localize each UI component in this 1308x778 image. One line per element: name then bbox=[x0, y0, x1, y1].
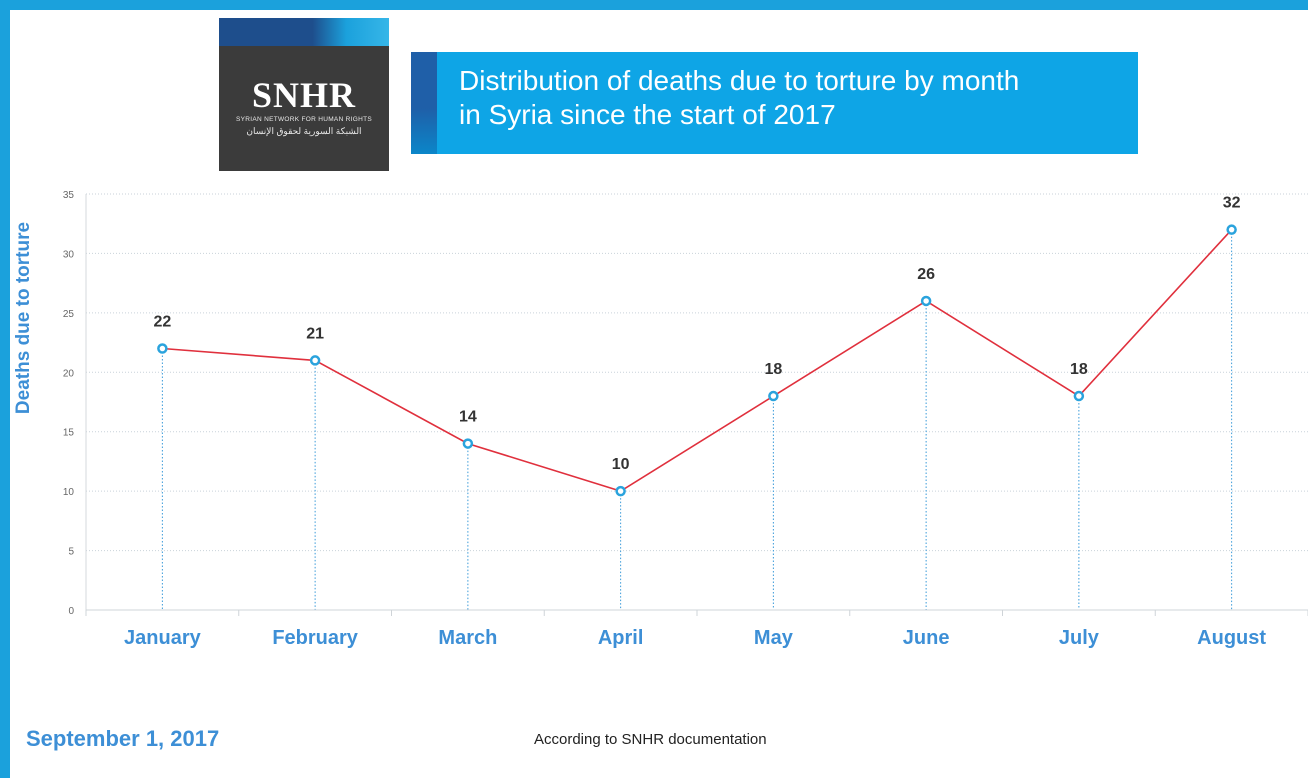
grid-layer bbox=[86, 193, 1308, 552]
y-tick-label: 20 bbox=[63, 368, 75, 379]
data-label: 18 bbox=[764, 361, 782, 378]
logo-subtitle-ar: الشبكة السورية لحقوق الإنسان bbox=[246, 126, 362, 136]
data-label: 22 bbox=[153, 314, 171, 331]
y-tick-label: 10 bbox=[63, 487, 75, 498]
data-label: 21 bbox=[306, 325, 324, 342]
logo-wordmark: SNHR bbox=[251, 75, 357, 115]
data-point bbox=[768, 390, 779, 402]
x-tick-label: June bbox=[903, 627, 950, 649]
logo-subtitle-en: SYRIAN NETWORK FOR HUMAN RIGHTS bbox=[235, 116, 373, 123]
snhr-logo: SNHR SYRIAN NETWORK FOR HUMAN RIGHTS الش… bbox=[219, 18, 389, 171]
y-tick-label: 5 bbox=[68, 547, 74, 558]
chart-title-line-1: Distribution of deaths due to torture by… bbox=[459, 65, 1020, 96]
data-label: 32 bbox=[1223, 195, 1241, 212]
y-tick-label: 30 bbox=[63, 249, 75, 260]
data-point bbox=[1073, 390, 1085, 402]
logo-stripe bbox=[219, 18, 389, 46]
data-labels-layer: 22 21 14 10 18 26 18 32 bbox=[153, 195, 1240, 473]
data-label: 14 bbox=[459, 409, 477, 426]
series-line bbox=[162, 229, 1233, 493]
x-tick-label: August bbox=[1197, 627, 1266, 649]
title-banner: Distribution of deaths due to torture by… bbox=[411, 52, 1138, 154]
drop-lines-layer bbox=[161, 229, 1233, 610]
data-point bbox=[462, 438, 474, 449]
data-label: 18 bbox=[1070, 361, 1088, 378]
data-label: 10 bbox=[612, 456, 630, 473]
data-point bbox=[615, 485, 626, 497]
y-tick-label: 25 bbox=[63, 309, 75, 320]
y-tick-label: 35 bbox=[63, 190, 75, 201]
y-tick-label: 0 bbox=[68, 606, 74, 617]
x-tick-label: January bbox=[124, 627, 202, 649]
data-point bbox=[309, 355, 321, 366]
data-point bbox=[157, 343, 168, 354]
series-layer bbox=[157, 224, 1237, 497]
chart-title: Distribution of deaths due to torture by… bbox=[459, 64, 1119, 132]
axis-layer: 0 5 10 15 20 25 30 35 January February March April M… bbox=[63, 190, 1308, 649]
x-tick-label: July bbox=[1059, 627, 1100, 649]
x-tick-label: May bbox=[754, 627, 794, 649]
y-tick-label: 15 bbox=[63, 428, 75, 439]
x-tick-label: March bbox=[438, 627, 497, 649]
source-note: According to SNHR documentation bbox=[534, 731, 767, 748]
data-point bbox=[920, 295, 932, 307]
data-label: 26 bbox=[917, 266, 935, 283]
title-accent bbox=[411, 52, 437, 154]
x-tick-label: April bbox=[598, 627, 644, 649]
y-axis-label: Deaths due to torture bbox=[13, 222, 34, 414]
x-tick-label: February bbox=[272, 627, 358, 649]
data-point bbox=[1226, 224, 1237, 235]
report-date: September 1, 2017 bbox=[26, 726, 220, 751]
chart-title-line-2: in Syria since the start of 2017 bbox=[459, 99, 836, 130]
